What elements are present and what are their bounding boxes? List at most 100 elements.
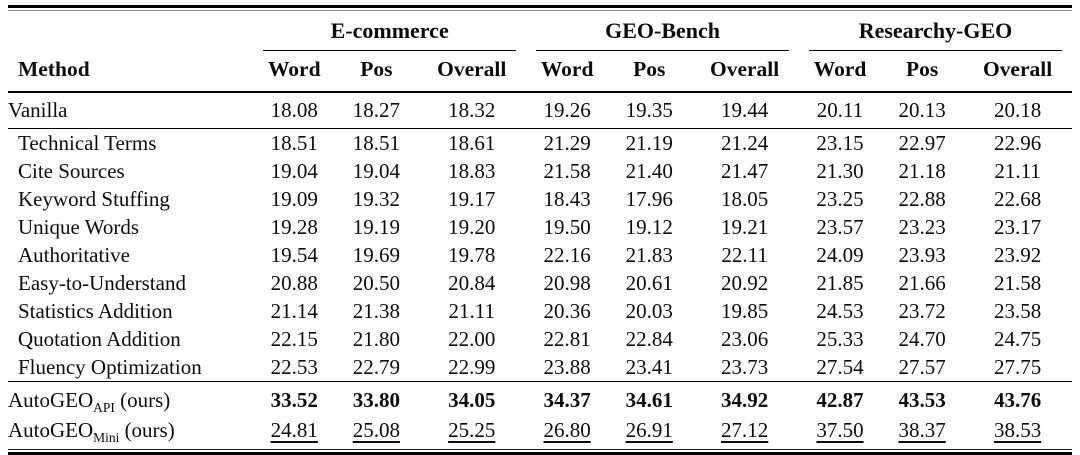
table-row: AutoGEOAPI (ours) 33.52 33.80 34.05 34.37 34.…	[8, 382, 1072, 416]
method-name: Quotation Addition	[18, 327, 181, 351]
value-cell: 23.23	[898, 215, 946, 239]
value-cell: 43.53	[898, 388, 946, 412]
value-cell: 27.54	[816, 355, 864, 379]
value-cell: 23.25	[816, 187, 864, 211]
table-row: Quotation Addition 22.15 21.80 22.00 22.81 22…	[8, 325, 1072, 353]
col-header-word: Word	[540, 57, 594, 81]
method-subscript: API	[93, 400, 115, 416]
value-cell: 20.84	[448, 271, 496, 295]
value-cell: 34.37	[543, 388, 591, 412]
value-cell: 38.53	[993, 418, 1042, 442]
table-head: E-commerce GEO-Bench Researchy-GEO Metho…	[8, 11, 1072, 92]
value-cell: 21.66	[898, 271, 946, 295]
group-header-geo-bench: GEO-Bench	[526, 11, 799, 51]
value-cell: 19.17	[448, 187, 496, 211]
value-cell: 18.83	[448, 159, 496, 183]
value-cell: 22.11	[721, 243, 768, 267]
method-subscript: Mini	[93, 430, 120, 446]
group-header-researchy-geo: Researchy-GEO	[799, 11, 1072, 51]
value-cell: 21.40	[625, 159, 673, 183]
value-cell: 22.79	[352, 355, 400, 379]
value-cell: 20.11	[816, 98, 864, 122]
value-cell: 19.54	[270, 243, 318, 267]
method-name: Statistics Addition	[18, 299, 173, 323]
value-cell: 18.27	[352, 98, 400, 122]
value-cell: 33.52	[270, 388, 318, 412]
col-header-pos: Pos	[633, 57, 666, 81]
value-cell: 22.15	[270, 327, 318, 351]
method-cell: Quotation Addition	[8, 325, 253, 353]
value-cell: 24.81	[270, 418, 318, 442]
value-cell: 26.80	[543, 418, 591, 442]
method-cell: Keyword Stuffing	[8, 185, 253, 213]
value-cell: 23.41	[625, 355, 673, 379]
col-header-word: Word	[813, 57, 867, 81]
value-cell: 20.50	[352, 271, 400, 295]
method-cell: Vanilla	[8, 92, 253, 129]
value-cell: 19.85	[721, 299, 769, 323]
table-row: Statistics Addition 21.14 21.38 21.11 20.36 2…	[8, 297, 1072, 325]
value-cell: 23.17	[993, 215, 1042, 239]
value-cell: 23.72	[898, 299, 946, 323]
column-header-row: Method Word Pos Overall Word Pos Overall…	[8, 51, 1072, 92]
value-cell: 23.58	[993, 299, 1042, 323]
table-row: AutoGEOMini (ours) 24.81 25.08 25.25 26.80 26…	[8, 415, 1072, 448]
table-row: Authoritative 19.54 19.69 19.78 22.16 21.83 22…	[8, 241, 1072, 269]
value-cell: 43.76	[993, 388, 1042, 412]
value-cell: 27.75	[993, 355, 1042, 379]
table-row: Cite Sources 19.04 19.04 18.83 21.58 21.40 21.…	[8, 157, 1072, 185]
group-label: E-commerce	[263, 18, 517, 51]
value-cell: 25.33	[816, 327, 864, 351]
value-cell: 34.61	[625, 388, 673, 412]
value-cell: 25.25	[448, 418, 496, 442]
table-section-baseline: Vanilla 18.08 18.27 18.32 19.26 19.35 19.44 20.…	[8, 92, 1072, 129]
method-name: Vanilla	[8, 98, 68, 122]
value-cell: 21.30	[816, 159, 864, 183]
col-header-pos: Pos	[905, 57, 939, 81]
value-cell: 19.50	[543, 215, 591, 239]
method-name: Cite Sources	[18, 159, 125, 183]
value-cell: 21.47	[721, 159, 769, 183]
method-cell: AutoGEOAPI (ours)	[8, 382, 253, 416]
value-cell: 18.32	[448, 98, 496, 122]
value-cell: 18.61	[448, 131, 496, 155]
value-cell: 22.84	[625, 327, 673, 351]
value-cell: 19.09	[270, 187, 318, 211]
col-header-word: Word	[267, 57, 321, 81]
method-name: AutoGEO	[8, 418, 94, 442]
value-cell: 21.14	[270, 299, 318, 323]
value-cell: 21.38	[352, 299, 400, 323]
value-cell: 19.26	[543, 98, 591, 122]
value-cell: 20.92	[721, 271, 769, 295]
value-cell: 34.92	[721, 388, 769, 412]
value-cell: 22.53	[270, 355, 318, 379]
group-header-ecommerce: E-commerce	[253, 11, 526, 51]
value-cell: 21.85	[816, 271, 864, 295]
value-cell: 34.05	[448, 388, 496, 412]
method-suffix: (ours)	[119, 418, 175, 442]
value-cell: 18.43	[543, 187, 591, 211]
top-rule	[8, 5, 1072, 11]
method-cell: Unique Words	[8, 213, 253, 241]
group-header-spacer	[8, 11, 253, 51]
method-cell: Easy-to-Understand	[8, 269, 253, 297]
value-cell: 23.73	[721, 355, 769, 379]
value-cell: 20.61	[625, 271, 673, 295]
value-cell: 22.81	[543, 327, 591, 351]
value-cell: 23.57	[816, 215, 864, 239]
value-cell: 17.96	[625, 187, 673, 211]
value-cell: 20.98	[543, 271, 591, 295]
value-cell: 22.99	[448, 355, 496, 379]
value-cell: 23.15	[816, 131, 864, 155]
value-cell: 21.58	[993, 271, 1042, 295]
value-cell: 24.09	[816, 243, 864, 267]
value-cell: 23.88	[543, 355, 591, 379]
value-cell: 21.83	[625, 243, 673, 267]
value-cell: 18.05	[721, 187, 769, 211]
value-cell: 20.88	[270, 271, 318, 295]
value-cell: 25.08	[352, 418, 400, 442]
value-cell: 21.24	[721, 131, 769, 155]
table-section-heuristic-methods: Technical Terms 18.51 18.51 18.61 21.29 21.19…	[8, 128, 1072, 382]
value-cell: 21.29	[543, 131, 591, 155]
value-cell: 20.13	[898, 98, 946, 122]
